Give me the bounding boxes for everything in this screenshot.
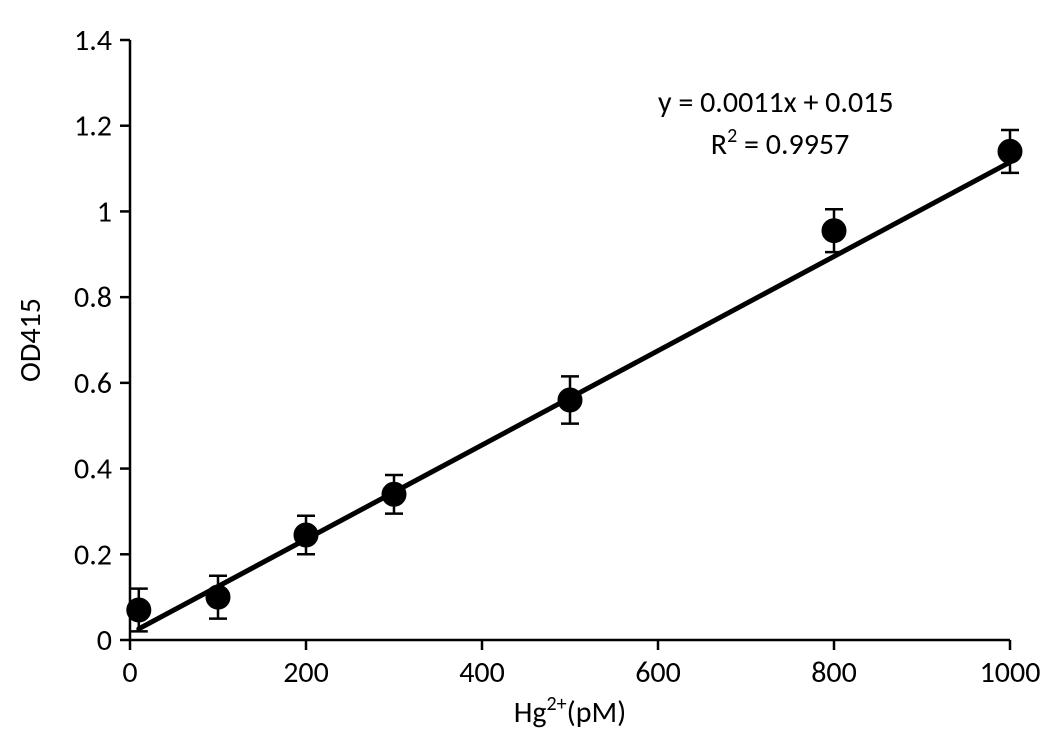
- data-point: [382, 482, 406, 506]
- x-axis-label: Hg2+(pM): [514, 692, 627, 731]
- chart-container: 0 200 400 600 800 1000 0 0.2 0.4 0.6 0.8 1 1.2 1.4 Hg2…: [0, 0, 1047, 751]
- y-tick-label: 0.2: [74, 536, 112, 573]
- svg-text:Hg2+(pM): Hg2+(pM): [514, 692, 627, 731]
- y-tick-label: 0.8: [74, 279, 112, 316]
- y-tick-label: 0: [97, 622, 112, 659]
- x-tick-label: 1000: [980, 654, 1041, 691]
- x-tick-label: 600: [635, 654, 681, 691]
- y-tick-label: 1: [97, 193, 112, 230]
- data-point: [998, 139, 1022, 163]
- data-point: [822, 219, 846, 243]
- y-tick-label: 0.4: [74, 451, 112, 488]
- x-tick-label: 400: [459, 654, 505, 691]
- y-tick-label: 1.4: [74, 22, 112, 59]
- data-point: [558, 388, 582, 412]
- y-tick-label: 1.2: [74, 108, 112, 145]
- data-point: [294, 523, 318, 547]
- scatter-chart: 0 200 400 600 800 1000 0 0.2 0.4 0.6 0.8 1 1.2 1.4 Hg2…: [0, 0, 1047, 751]
- x-tick-label: 200: [283, 654, 329, 691]
- x-tick-label: 0: [122, 654, 137, 691]
- data-point: [206, 585, 230, 609]
- equation-text: y = 0.0011x + 0.015: [658, 84, 894, 121]
- y-tick-label: 0.6: [74, 365, 112, 402]
- y-axis-label: OD415: [12, 298, 49, 382]
- data-point: [127, 598, 151, 622]
- x-tick-label: 800: [811, 654, 857, 691]
